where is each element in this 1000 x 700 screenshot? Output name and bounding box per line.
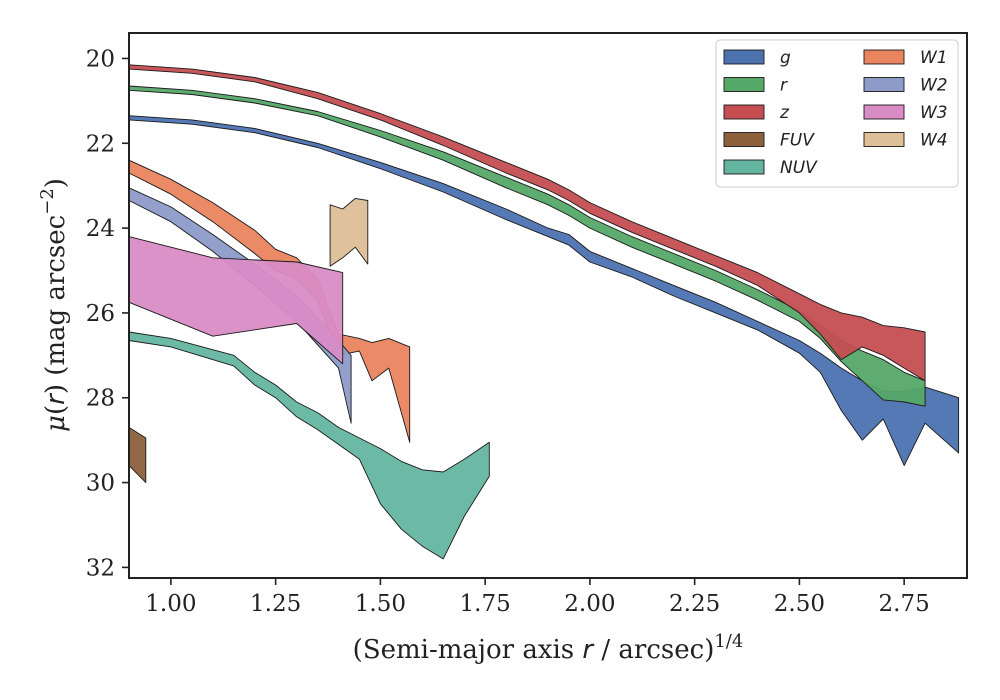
x-axis-ticks: 1.00 1.25 1.50 1.75 2.00 2.25 2.50 2.75 [145,578,930,617]
series-band-w4 [329,197,369,267]
legend-label-r: r [780,76,788,96]
x-tick-label: 2.50 [774,591,825,617]
x-axis-label: (Semi-major axis r / arcsec)1/4 [353,631,744,665]
y-tick-label: 26 [86,301,115,327]
legend-label-w1: W1 [920,48,948,68]
series-band-r [128,85,926,407]
series-band-w3 [128,236,344,365]
series-layer [128,64,960,560]
y-tick-label: 22 [86,131,115,157]
y-tick-label: 24 [86,216,115,242]
x-tick-label: 1.50 [355,591,406,617]
legend-swatch-r [723,77,765,92]
legend-swatch-fuv [723,132,765,147]
legend-swatch-w4 [863,132,905,147]
legend-label-w4: W4 [920,131,948,151]
legend: grz FUV NUV W1 W2 W3 W4 [715,39,959,188]
series-band-w1 [128,159,411,443]
legend-items: grz FUV NUV W1 W2 W3 W4 [723,48,948,178]
legend-box [715,39,959,188]
legend-swatch-w3 [863,104,905,120]
x-tick-label: 2.75 [879,591,930,617]
x-tick-label: 1.25 [250,591,301,617]
series-band-w2 [128,187,352,424]
legend-swatch-z [723,104,765,120]
legend-label-w2: W2 [920,76,948,96]
series-band-g [128,115,960,467]
series-band-z [128,64,926,382]
legend-label-fuv: FUV [780,131,815,151]
legend-label-nuv: NUV [780,158,818,178]
y-axis-ticks: 20 22 24 26 28 30 32 [86,46,129,581]
y-tick-label: 30 [86,471,115,497]
y-axis-label: μ(r) (mag arcsec−2) [37,178,71,432]
y-tick-label: 20 [86,46,115,72]
x-tick-label: 2.25 [669,591,720,617]
legend-swatch-w2 [863,77,905,92]
legend-swatch-g [723,49,765,65]
y-tick-label: 32 [86,555,115,581]
legend-label-g: g [780,48,791,68]
plot-frame [128,32,968,579]
y-tick-label: 28 [86,386,115,412]
legend-swatch-nuv [723,159,765,175]
legend-swatch-w1 [863,49,905,65]
x-tick-label: 1.75 [460,591,511,617]
legend-label-w3: W3 [920,103,948,123]
series-band-nuv [128,331,490,560]
legend-label-z: z [779,103,790,123]
x-tick-label: 2.00 [564,591,615,617]
x-tick-label: 1.00 [145,591,196,617]
